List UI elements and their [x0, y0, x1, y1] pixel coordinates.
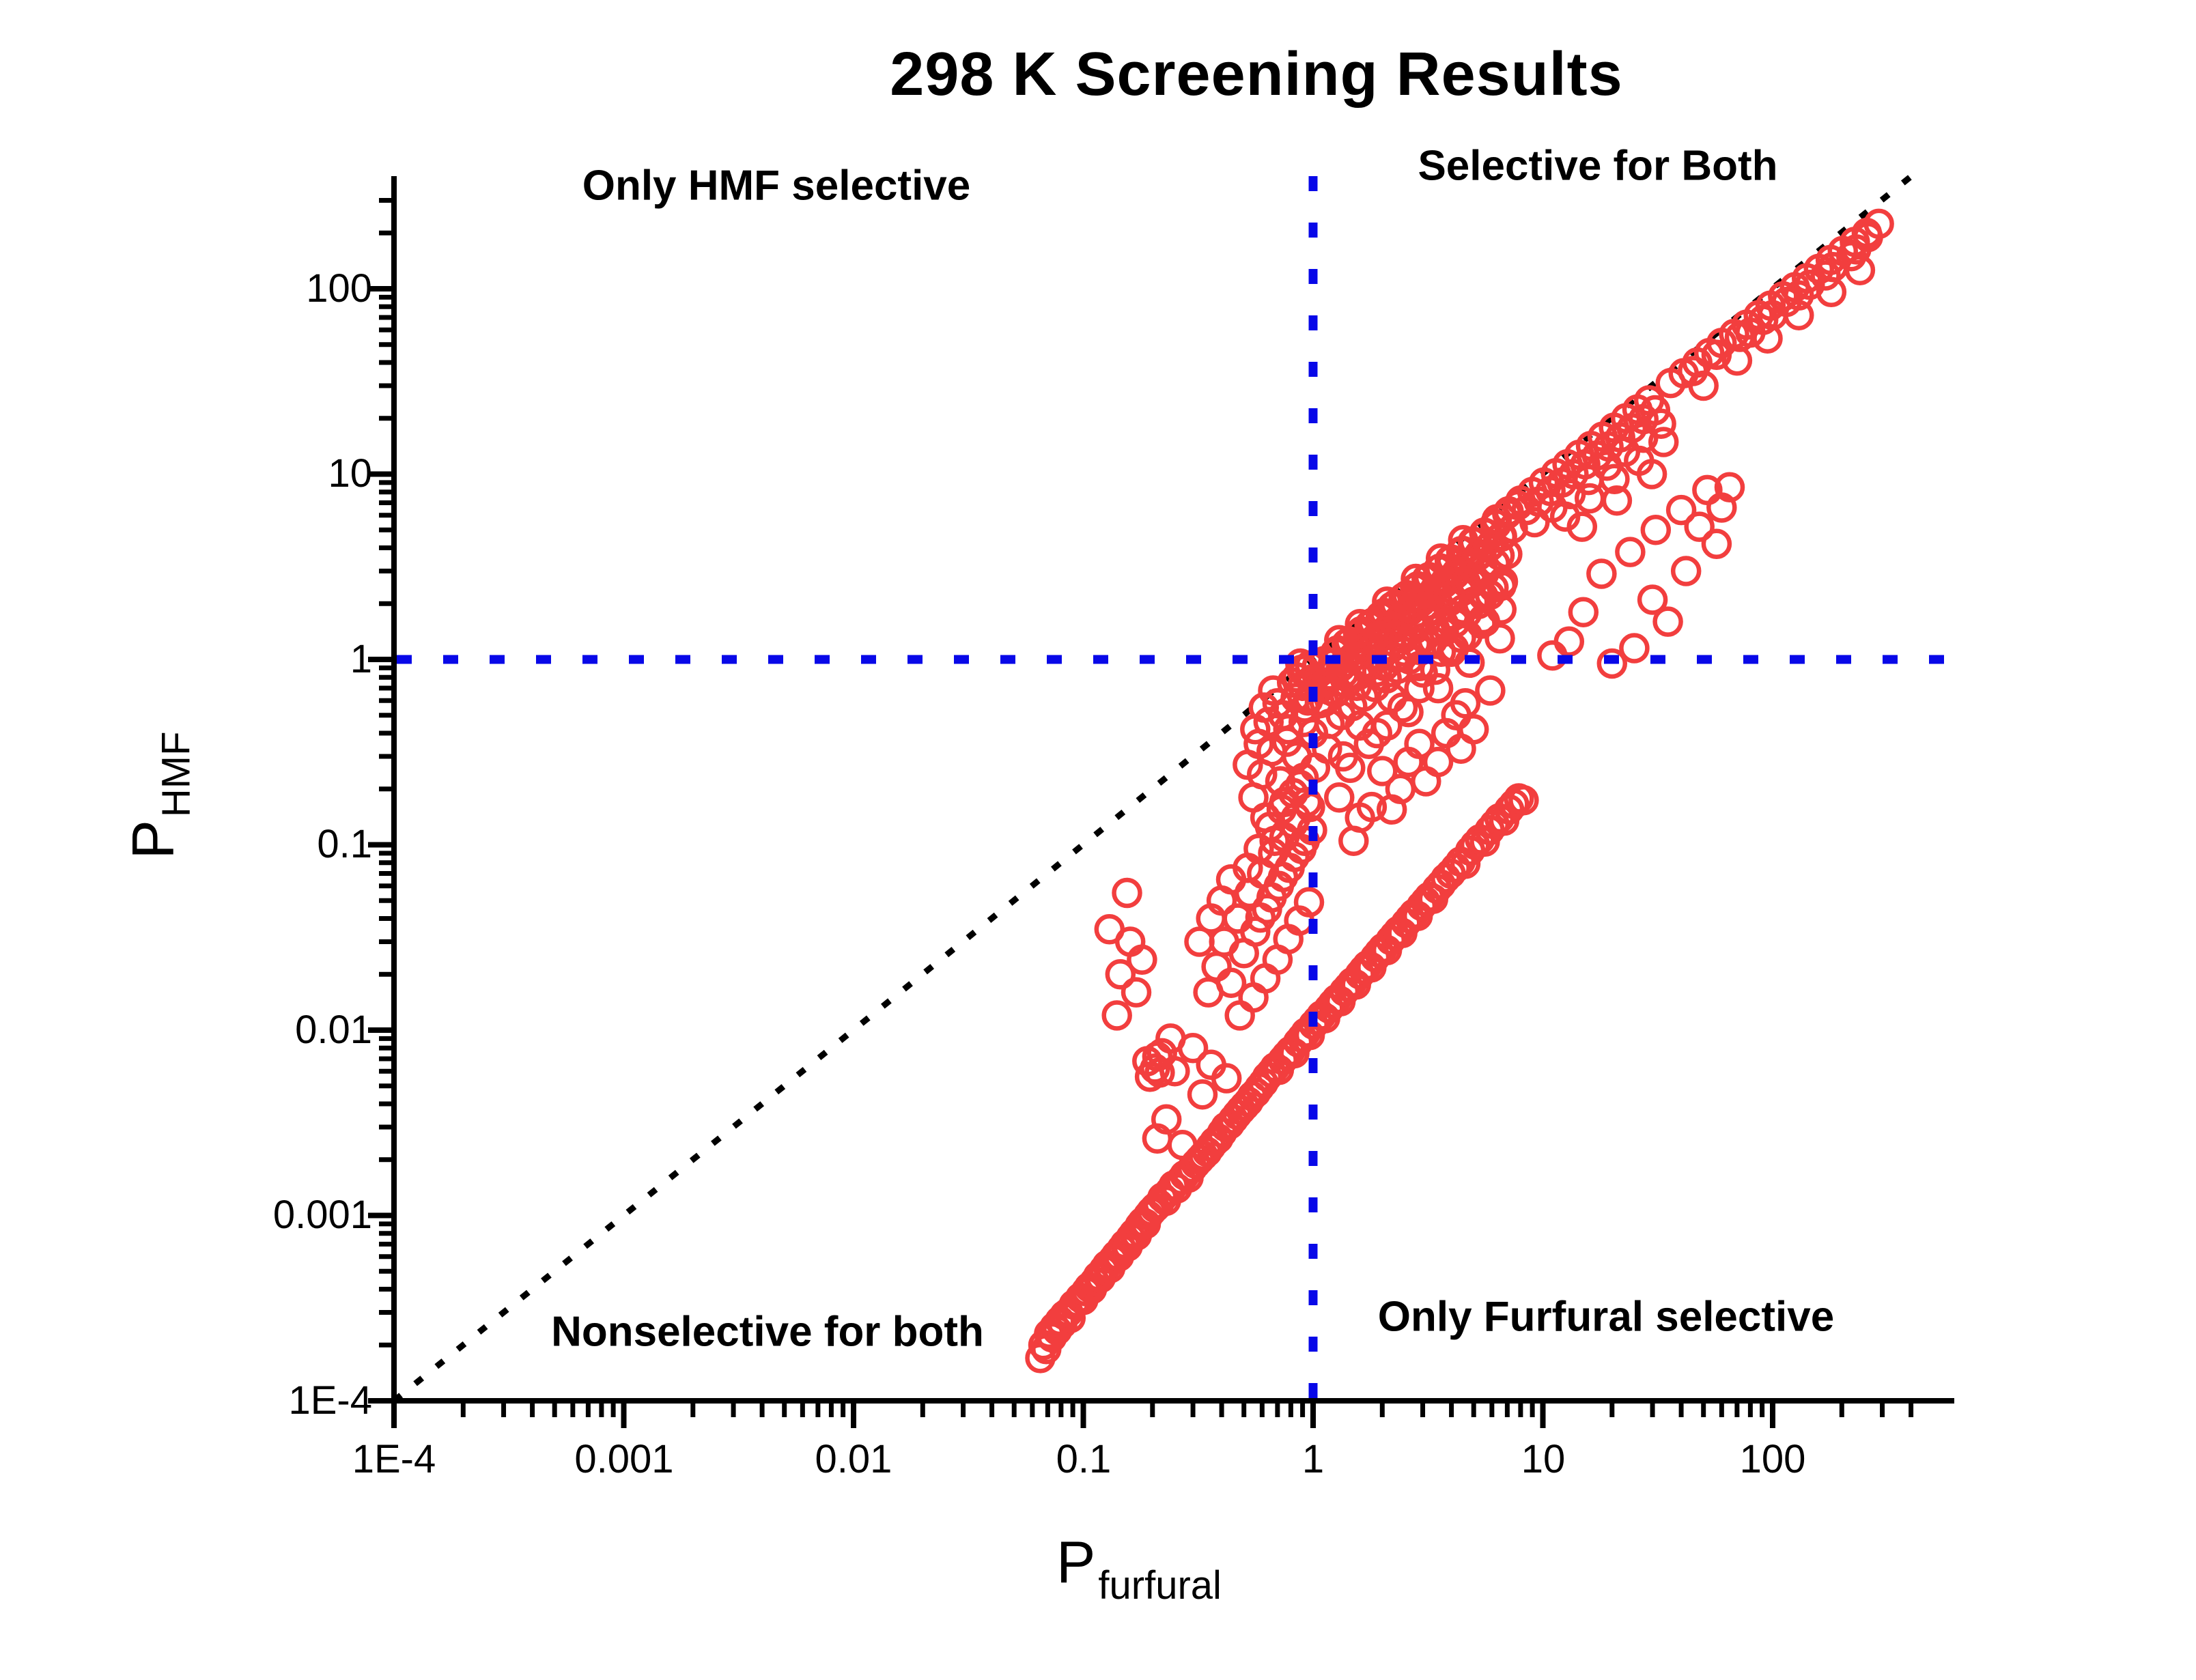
annotation-only-hmf-selective: Only HMF selective — [582, 162, 971, 210]
x-tick-label-0p1: 0.1 — [1056, 1437, 1112, 1481]
y-tick-label-0p1: 0.1 — [317, 822, 372, 866]
chart-title: 298 K Screening Results — [890, 40, 1623, 109]
x-tick-label-1: 1 — [1301, 1437, 1325, 1481]
y-axis-title-subscript: HMF — [154, 731, 199, 818]
x-tick-label-1e-4: 1E-4 — [352, 1437, 436, 1481]
y-tick-label-1e-4: 1E-4 — [288, 1378, 372, 1423]
y-tick-label-0p01: 0.01 — [295, 1008, 372, 1052]
x-tick-label-10: 10 — [1521, 1437, 1566, 1481]
x-axis-title-subscript: furfural — [1098, 1563, 1222, 1608]
annotation-only-furfural-selective: Only Furfural selective — [1377, 1293, 1835, 1341]
x-tick-label-0p01: 0.01 — [815, 1437, 892, 1481]
y-tick-label-0p001: 0.001 — [272, 1193, 372, 1237]
annotation-selective-for-both: Selective for Both — [1418, 142, 1778, 190]
x-axis-title-main: P — [1056, 1530, 1096, 1595]
x-tick-label-100: 100 — [1739, 1437, 1806, 1481]
x-tick-label-0p001: 0.001 — [574, 1437, 674, 1481]
y-tick-label-10: 10 — [328, 451, 372, 496]
annotation-nonselective-for-both: Nonselective for both — [551, 1308, 984, 1356]
y-tick-label-100: 100 — [306, 266, 372, 311]
x-axis-title: Pfurfural — [1056, 1529, 1222, 1608]
y-axis-title: PHMF — [120, 731, 199, 859]
y-axis-title-main: P — [120, 820, 186, 859]
y-tick-label-1: 1 — [350, 637, 372, 681]
scatter-points — [1025, 208, 1894, 1373]
